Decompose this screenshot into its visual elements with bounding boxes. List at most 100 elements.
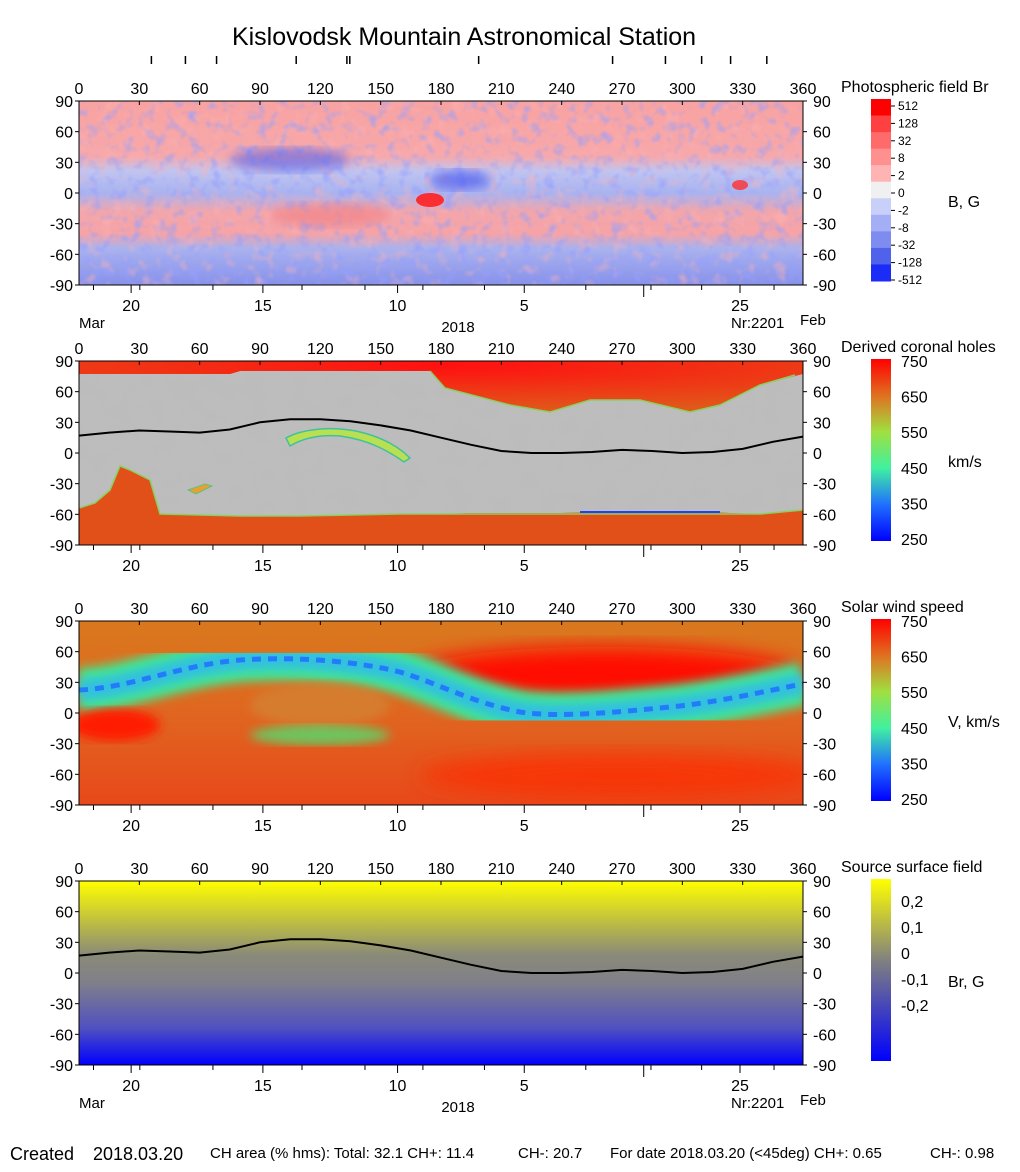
- date-tick-label: 10: [389, 558, 407, 575]
- lon-tick-label: 0: [75, 601, 84, 618]
- lat-tick-label-right: -90: [813, 538, 836, 555]
- color-scale: Source surface field 0,2 0,1 0 -0,1 -0,2 Br, G: [841, 859, 984, 1061]
- date-tick-label: 10: [389, 818, 407, 835]
- lat-tick-label-left: -90: [50, 798, 73, 815]
- lat-tick-label-right: -60: [813, 767, 836, 784]
- lat-tick-label-left: 0: [64, 966, 73, 983]
- lon-tick-label: 180: [428, 81, 455, 98]
- lat-tick-label-left: 90: [55, 614, 73, 631]
- scale-label: -512: [898, 273, 922, 287]
- footer-for-date: For date 2018.03.20 (<45deg) CH+: 0.65: [610, 1145, 882, 1162]
- lon-tick-label: 360: [790, 81, 817, 98]
- lat-tick-label-right: 60: [813, 905, 831, 922]
- lat-tick-label-right: 0: [813, 186, 822, 203]
- lon-tick-label: 0: [75, 341, 84, 358]
- lon-tick-label: 210: [488, 341, 515, 358]
- scale-block: [871, 165, 891, 183]
- scale-label: 0,2: [901, 894, 923, 911]
- scale-block: [871, 214, 891, 232]
- lon-tick-label: 330: [729, 601, 756, 618]
- scale-label: 650: [901, 650, 928, 667]
- date-tick-label: 25: [731, 298, 749, 315]
- date-tick-label: 15: [254, 298, 272, 315]
- lon-tick-label: 300: [669, 601, 696, 618]
- lat-tick-label-left: 90: [55, 874, 73, 891]
- lat-tick-label-left: -30: [50, 477, 73, 494]
- lon-tick-label: 120: [307, 601, 334, 618]
- lat-tick-label-right: 0: [813, 706, 822, 723]
- lat-tick-label-left: 0: [64, 706, 73, 723]
- scale-label: 450: [901, 461, 928, 478]
- scale-label: 350: [901, 756, 928, 773]
- lon-tick-label: 240: [548, 861, 575, 878]
- scale-label: -128: [898, 256, 922, 270]
- lon-tick-label: 270: [609, 861, 636, 878]
- lat-tick-label-right: -30: [813, 737, 836, 754]
- rotation-label: Nr:2201: [731, 315, 784, 332]
- footer-ch-minus-date: CH-: 0.98: [930, 1145, 994, 1162]
- date-tick-label: 15: [254, 558, 272, 575]
- lon-tick-label: 60: [191, 341, 209, 358]
- scale-block: [871, 231, 891, 249]
- lon-tick-label: 120: [307, 81, 334, 98]
- lon-tick-label: 180: [428, 601, 455, 618]
- scale-label: 450: [901, 721, 928, 738]
- lon-tick-label: 360: [790, 601, 817, 618]
- date-tick-label: 5: [520, 1078, 529, 1095]
- lon-tick-label: 90: [251, 861, 269, 878]
- lat-tick-label-right: -90: [813, 278, 836, 295]
- lon-tick-label: 210: [488, 81, 515, 98]
- lon-tick-label: 30: [130, 601, 148, 618]
- lat-tick-label-left: -60: [50, 247, 73, 264]
- lat-tick-label-right: -30: [813, 217, 836, 234]
- scale-unit: km/s: [948, 454, 982, 471]
- footer-created-label: Created: [10, 1144, 74, 1164]
- lon-tick-label: 210: [488, 861, 515, 878]
- date-tick-label: 5: [520, 298, 529, 315]
- scale-block: [871, 264, 891, 282]
- lat-tick-label-left: 0: [64, 446, 73, 463]
- lon-tick-label: 360: [790, 861, 817, 878]
- footer-created-date: 2018.03.20: [93, 1144, 183, 1164]
- scale-label: -0,1: [901, 972, 929, 989]
- lat-tick-label-right: -60: [813, 507, 836, 524]
- scale-label: -32: [898, 238, 916, 252]
- scale-block: [871, 181, 891, 199]
- lat-tick-label-left: 30: [55, 675, 73, 692]
- lat-tick-label-right: 30: [813, 155, 831, 172]
- scale-label: 750: [901, 354, 928, 371]
- neutral-line: [78, 938, 804, 975]
- lon-tick-label: 0: [75, 81, 84, 98]
- lon-tick-label: 90: [251, 341, 269, 358]
- panel-title: Photospheric field Br: [841, 79, 989, 96]
- date-tick-label: 20: [122, 558, 140, 575]
- lon-tick-label: 330: [729, 341, 756, 358]
- scale-label: 650: [901, 390, 928, 407]
- lon-tick-label: 330: [729, 81, 756, 98]
- lon-tick-label: 120: [307, 341, 334, 358]
- date-tick-label: 25: [731, 558, 749, 575]
- color-scale: Photospheric field Br 512 128 32 8 2 0 -2 -8 -32 -…: [841, 79, 989, 287]
- scale-label: 350: [901, 496, 928, 513]
- month-left: Mar: [79, 1095, 105, 1112]
- lat-tick-label-left: 60: [55, 645, 73, 662]
- month-right: Feb: [800, 312, 826, 329]
- color-scales: Photospheric field Br 512 128 32 8 2 0 -2 -8 -32 -…: [841, 79, 1000, 1061]
- lat-tick-label-right: 90: [813, 354, 831, 371]
- scale-label: 2: [898, 169, 905, 183]
- lat-tick-label-right: 90: [813, 874, 831, 891]
- lat-tick-label-left: -30: [50, 997, 73, 1014]
- scale-label: 750: [901, 614, 928, 631]
- lat-tick-label-right: -60: [813, 247, 836, 264]
- footer-ch-minus: CH-: 20.7: [518, 1145, 582, 1162]
- month-left: Mar: [79, 315, 105, 332]
- lon-tick-label: 180: [428, 861, 455, 878]
- year-label: 2018: [441, 1099, 474, 1116]
- date-tick-label: 15: [254, 818, 272, 835]
- lat-tick-label-left: -30: [50, 737, 73, 754]
- lat-tick-label-left: 0: [64, 186, 73, 203]
- scale-label: -2: [898, 203, 909, 217]
